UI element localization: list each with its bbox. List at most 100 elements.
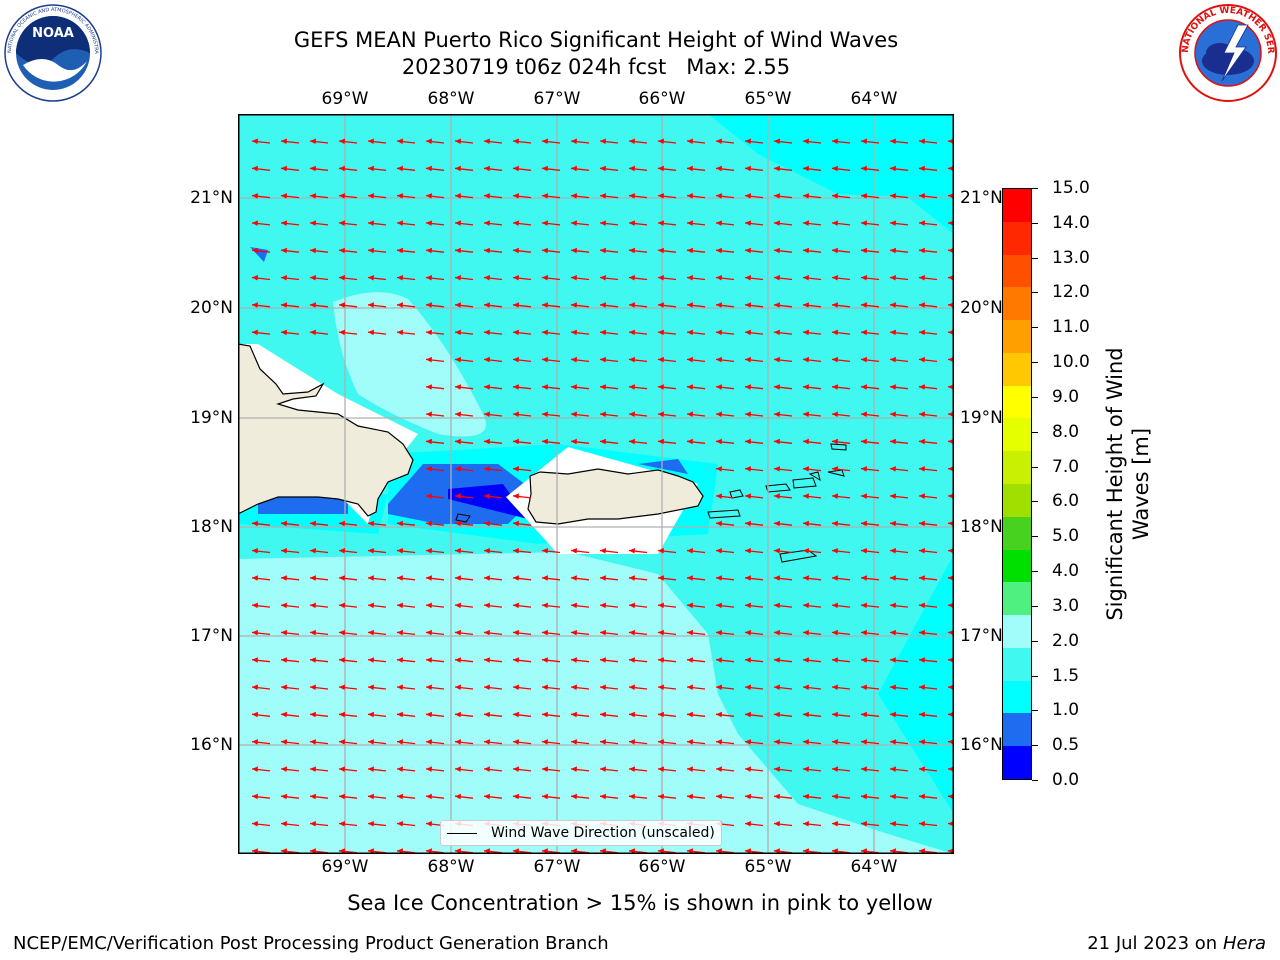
lat-label-left: 18°N bbox=[190, 517, 233, 537]
lon-label-top: 64°W bbox=[850, 89, 898, 109]
wave-direction-arrowhead bbox=[513, 165, 519, 172]
wave-direction-arrowhead bbox=[426, 821, 432, 827]
wave-direction-arrowhead bbox=[629, 193, 635, 199]
wave-direction-arrowhead bbox=[339, 711, 345, 718]
wave-direction-arrowhead bbox=[484, 466, 490, 472]
wave-direction-arrowhead bbox=[455, 493, 461, 499]
wave-direction-arrowhead bbox=[716, 848, 722, 854]
wave-direction-arrowhead bbox=[600, 438, 606, 445]
wave-direction-arrowhead bbox=[919, 548, 925, 554]
wave-direction-arrowhead bbox=[658, 411, 664, 417]
wave-direction-arrowhead bbox=[339, 275, 345, 281]
wave-direction-arrowhead bbox=[600, 165, 606, 172]
wave-direction-arrowhead bbox=[861, 821, 867, 827]
colorbar-segment bbox=[1003, 385, 1031, 419]
wave-direction-arrowhead bbox=[919, 793, 925, 800]
wave-direction-arrowhead bbox=[455, 302, 461, 308]
lat-label-right: 19°N bbox=[960, 408, 1003, 428]
colorbar-tick bbox=[1032, 710, 1038, 712]
wave-direction-arrowhead bbox=[368, 138, 374, 144]
wave-direction-arrowhead bbox=[455, 247, 461, 254]
wave-direction-arrowhead bbox=[745, 548, 751, 554]
wave-direction-arrowhead bbox=[281, 165, 287, 172]
wave-direction-arrowhead bbox=[368, 220, 374, 226]
wave-direction-arrowhead bbox=[716, 657, 722, 663]
colorbar-segment bbox=[1003, 287, 1031, 321]
wave-direction-arrowhead bbox=[252, 684, 258, 690]
lat-label-left: 21°N bbox=[190, 188, 233, 208]
sea-ice-note: Sea Ice Concentration > 15% is shown in … bbox=[347, 891, 933, 915]
wave-direction-arrowhead bbox=[397, 138, 403, 144]
wave-direction-arrowhead bbox=[426, 548, 432, 554]
wave-direction-arrowhead bbox=[455, 438, 461, 445]
lat-label-left: 19°N bbox=[190, 408, 233, 428]
wave-direction-arrowhead bbox=[571, 711, 577, 718]
wave-direction-arrowhead bbox=[687, 575, 693, 581]
wave-direction-arrowhead bbox=[484, 793, 490, 800]
wave-direction-arrowhead bbox=[513, 247, 519, 254]
wave-direction-arrowhead bbox=[513, 466, 519, 472]
wave-direction-arrowhead bbox=[919, 629, 925, 636]
wave-direction-arrowhead bbox=[455, 329, 461, 336]
wave-direction-arrowhead bbox=[803, 711, 809, 718]
wave-direction-arrowhead bbox=[687, 193, 693, 199]
wave-direction-arrowhead bbox=[368, 602, 374, 609]
wave-direction-arrowhead bbox=[890, 165, 896, 172]
wave-direction-arrowhead bbox=[919, 411, 925, 417]
wave-direction-arrowhead bbox=[542, 247, 548, 254]
wave-direction-arrowhead bbox=[716, 220, 722, 226]
colorbar-tick-label: 14.0 bbox=[1052, 212, 1090, 233]
wave-zone-darkblue-mona bbox=[448, 484, 528, 519]
wave-direction-arrowhead bbox=[339, 821, 345, 827]
wave-direction-arrowhead bbox=[687, 848, 693, 854]
wave-direction-arrowhead bbox=[890, 520, 896, 527]
wave-direction-arrowhead bbox=[484, 657, 490, 663]
wave-direction-arrowhead bbox=[368, 193, 374, 199]
wave-direction-arrowhead bbox=[281, 548, 287, 554]
wave-direction-arrowhead bbox=[455, 575, 461, 581]
wave-direction-arrowhead bbox=[919, 165, 925, 172]
wave-direction-arrowhead bbox=[513, 766, 519, 772]
wave-direction-arrowhead bbox=[687, 220, 693, 226]
wave-direction-arrowhead bbox=[890, 193, 896, 199]
colorbar-tick-label: 6.0 bbox=[1052, 491, 1080, 512]
colorbar-tick bbox=[1032, 466, 1038, 468]
wave-direction-arrowhead bbox=[803, 793, 809, 800]
wave-direction-arrowhead bbox=[658, 684, 664, 690]
lat-label-right: 20°N bbox=[960, 298, 1003, 318]
wave-direction-arrowhead bbox=[281, 138, 287, 144]
wave-direction-arrowhead bbox=[629, 138, 635, 144]
wave-direction-arrowhead bbox=[368, 657, 374, 663]
wave-direction-arrowhead bbox=[252, 793, 258, 800]
wave-direction-arrowhead bbox=[832, 793, 838, 800]
wave-direction-arrowhead bbox=[745, 766, 751, 772]
wave-direction-arrowhead bbox=[832, 302, 838, 308]
wave-direction-arrowhead bbox=[281, 575, 287, 581]
lat-label-right: 21°N bbox=[960, 188, 1003, 208]
wave-direction-arrowhead bbox=[455, 766, 461, 772]
wave-direction-arrowhead bbox=[484, 739, 490, 745]
wave-direction-arrowhead bbox=[890, 275, 896, 281]
wave-direction-arrowhead bbox=[716, 739, 722, 745]
wave-direction-arrowhead bbox=[542, 848, 548, 854]
wave-direction-arrowhead bbox=[281, 520, 287, 527]
wave-direction-arrowhead bbox=[745, 165, 751, 172]
wave-direction-arrowhead bbox=[426, 739, 432, 745]
wave-direction-arrowhead bbox=[281, 602, 287, 609]
wave-direction-arrowhead bbox=[484, 220, 490, 226]
wave-direction-arrowhead bbox=[397, 329, 403, 336]
wave-direction-arrowhead bbox=[252, 247, 258, 254]
wave-direction-arrowhead bbox=[861, 247, 867, 254]
wave-direction-arrowhead bbox=[513, 629, 519, 636]
wave-direction-arrowhead bbox=[861, 575, 867, 581]
wave-direction-arrowhead bbox=[600, 384, 606, 390]
wave-direction-arrowhead bbox=[252, 575, 258, 581]
wave-direction-arrowhead bbox=[629, 684, 635, 690]
wave-direction-arrowhead bbox=[600, 247, 606, 254]
wave-direction-arrowhead bbox=[426, 466, 432, 472]
wave-direction-arrowhead bbox=[542, 302, 548, 308]
wave-direction-arrowhead bbox=[426, 275, 432, 281]
wave-direction-arrowhead bbox=[600, 220, 606, 226]
wave-direction-arrowhead bbox=[426, 848, 432, 854]
wave-direction-arrowhead bbox=[600, 275, 606, 281]
